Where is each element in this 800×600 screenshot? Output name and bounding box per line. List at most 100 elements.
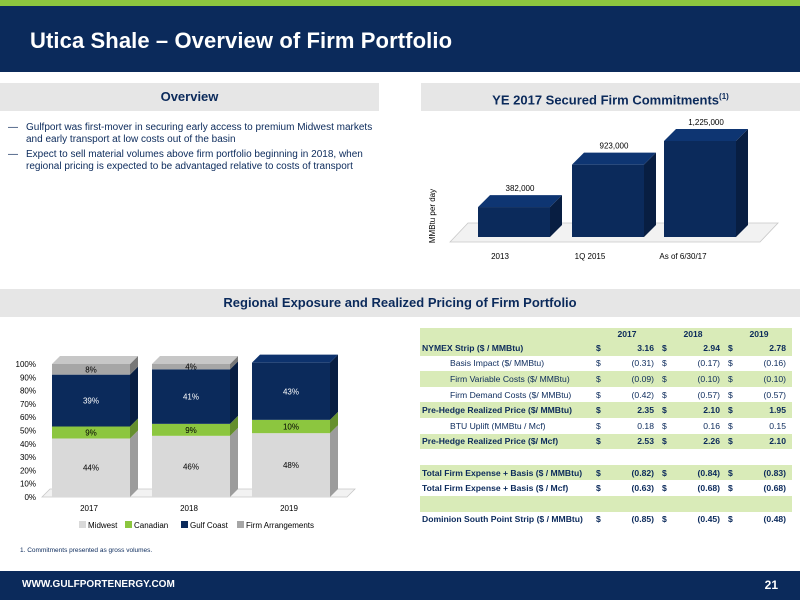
value-cell: (0.68) (676, 480, 726, 496)
value-cell: (0.31) (610, 355, 660, 372)
currency-symbol: $ (726, 511, 742, 528)
table-header-row: 2017 2018 2019 (420, 328, 792, 340)
legend-swatch (181, 521, 188, 528)
y-tick-label: 90% (20, 373, 36, 382)
overview-heading: Overview (0, 83, 379, 111)
pricing-table: 2017 2018 2019 NYMEX Strip ($ / MMBtu) $3.16… (420, 328, 792, 528)
legend-label: Firm Arrangements (246, 521, 314, 530)
segment-value-label: 39% (83, 397, 99, 406)
y-tick-label: 10% (20, 480, 36, 489)
currency-symbol (594, 449, 610, 465)
value-cell (742, 449, 792, 465)
row-label: Dominion South Point Strip ($ / MMBtu) (420, 511, 594, 528)
currency-symbol: $ (660, 417, 676, 434)
legend-swatch (79, 521, 86, 528)
table-row: Basis Impact ($/ MMBtu) $ (0.31) $ (0.17) $ (0… (420, 355, 792, 372)
currency-symbol (660, 495, 676, 512)
bullet-dash: — (8, 149, 18, 160)
segment-value-label: 41% (183, 393, 199, 402)
stack-segment (52, 418, 138, 439)
commitment-category-label: 1Q 2015 (575, 252, 606, 261)
currency-symbol: $ (594, 417, 610, 434)
currency-symbol: $ (594, 355, 610, 372)
value-cell: 1.95 (742, 402, 792, 418)
legend-swatch (125, 521, 132, 528)
table-row (420, 449, 792, 465)
segment-value-label: 48% (283, 461, 299, 470)
y-tick-label: 80% (20, 387, 36, 396)
header-blank-cell (420, 328, 594, 340)
row-label: Firm Demand Costs ($/ MMBtu) (420, 386, 594, 403)
stack-segment (252, 411, 338, 434)
value-cell: (0.09) (610, 371, 660, 387)
overview-bullets: — Gulfport was first-mover in securing ea… (8, 122, 378, 176)
value-cell: (0.10) (676, 371, 726, 387)
legend-label: Midwest (88, 521, 118, 530)
value-cell: 2.35 (610, 402, 660, 418)
value-cell: (0.57) (742, 386, 792, 403)
legend-swatch (237, 521, 244, 528)
commitment-category-label: As of 6/30/17 (659, 252, 707, 261)
stack-segment (252, 425, 338, 497)
currency-symbol: $ (726, 355, 742, 372)
table-row: BTU Uplift (MMBtu / Mcf) $0.18 $0.16 $0.15 (420, 417, 792, 434)
row-label: NYMEX Strip ($ / MMBtu) (420, 340, 594, 356)
y-tick-label: 50% (20, 427, 36, 436)
value-cell: (0.16) (742, 355, 792, 372)
y-tick-label: 60% (20, 413, 36, 422)
table-row: Firm Variable Costs ($/ MMBtu) $ (0.09) $ (0… (420, 371, 792, 387)
currency-symbol: $ (594, 433, 610, 450)
currency-symbol: $ (594, 371, 610, 387)
currency-symbol: $ (726, 464, 742, 481)
currency-symbol: $ (726, 340, 742, 356)
bullet-item: — Expect to sell material volumes above f… (8, 149, 378, 173)
year-column-header: 2017 (594, 328, 660, 340)
commitments-heading-note: (1) (719, 92, 729, 101)
table-row: Pre-Hedge Realized Price ($/ MMBtu) $2.35… (420, 402, 792, 418)
commitment-bar (664, 129, 748, 237)
value-cell: 0.18 (610, 417, 660, 434)
table-row: NYMEX Strip ($ / MMBtu) $3.16 $2.94 $2.78 (420, 340, 792, 356)
value-cell: 2.26 (676, 433, 726, 450)
value-cell (610, 449, 660, 465)
table-row: Total Firm Expense + Basis ($ / MMBtu) $(… (420, 464, 792, 481)
stack-segment (152, 427, 238, 497)
stack-segment (252, 354, 338, 420)
value-cell: (0.17) (676, 355, 726, 372)
row-label: Firm Variable Costs ($/ MMBtu) (420, 371, 594, 387)
title-bar: Utica Shale – Overview of Firm Portfolio (0, 6, 800, 72)
commitments-heading-label: YE 2017 Secured Firm Commitments (492, 92, 720, 108)
value-cell (742, 495, 792, 512)
year-column-header: 2018 (660, 328, 726, 340)
table-row: Total Firm Expense + Basis ($ / Mcf) $ (0.… (420, 480, 792, 496)
segment-value-label: 43% (283, 387, 299, 396)
currency-symbol: $ (660, 355, 676, 372)
currency-symbol: $ (594, 386, 610, 403)
commitment-value-label: 1,225,000 (688, 118, 724, 127)
commitment-category-label: 2013 (491, 252, 509, 261)
value-cell: (0.45) (676, 511, 726, 528)
currency-symbol: $ (726, 433, 742, 450)
row-label (420, 495, 594, 512)
segment-value-label: 44% (83, 464, 99, 473)
top-accent-stripe (0, 0, 800, 6)
commitments-heading: YE 2017 Secured Firm Commitments(1) (421, 83, 800, 111)
currency-symbol: $ (660, 402, 676, 418)
bullet-text: Gulfport was first-mover in securing ear… (26, 122, 373, 145)
stack-segment (152, 356, 238, 370)
bullet-dash: — (8, 122, 18, 133)
overview-heading-label: Overview (160, 89, 219, 104)
commitments-chart: 382,000 2013 923,000 1Q 2015 1,225,000 As of … (428, 118, 779, 261)
currency-symbol: $ (660, 464, 676, 481)
currency-symbol: $ (726, 371, 742, 387)
value-cell: (0.48) (742, 511, 792, 528)
value-cell: 0.15 (742, 417, 792, 434)
website-link[interactable]: WWW.GULFPORTENERGY.COM (22, 579, 175, 590)
currency-symbol: $ (660, 433, 676, 450)
value-cell: 0.16 (676, 417, 726, 434)
currency-symbol: $ (726, 417, 742, 434)
table-row: Firm Demand Costs ($/ MMBtu) $ (0.42) $ (0.5… (420, 386, 792, 403)
value-cell: (0.85) (610, 511, 660, 528)
value-cell: (0.42) (610, 386, 660, 403)
commitment-value-label: 382,000 (506, 184, 535, 193)
